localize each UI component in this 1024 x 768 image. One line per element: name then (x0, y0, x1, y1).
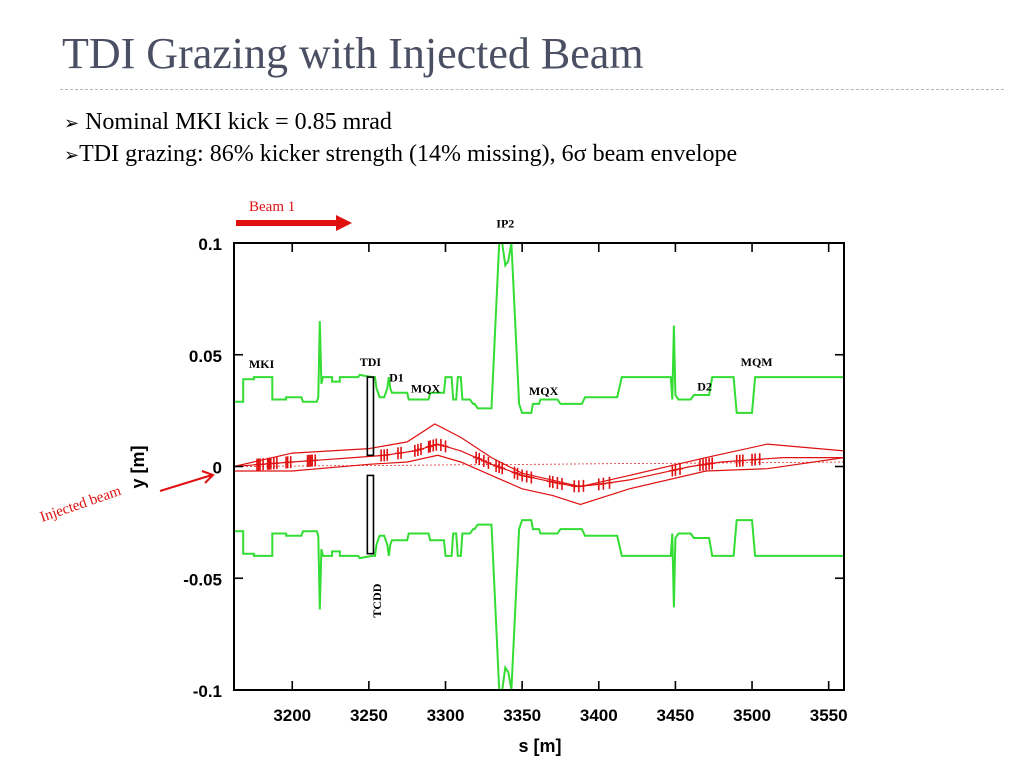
element-label-mqx-3: MQX (411, 382, 441, 396)
element-label-d2-6: D2 (697, 380, 712, 394)
bullet-text: TDI grazing: 86% kicker strength (14% mi… (79, 141, 738, 167)
series-line-envelope-upper (234, 423, 844, 488)
title-divider (60, 89, 1004, 90)
element-label-mqx-5: MQX (529, 384, 559, 398)
series-line-aperture-lower (234, 519, 844, 690)
bullet-item-kick: ➢ Nominal MKI kick = 0.85 mrad (64, 107, 824, 139)
jaw-layer (366, 376, 375, 555)
tick-layer: 3200 3250 3300 3350 3400 3450 3500 3550 0.1 0.05 0… (183, 235, 847, 725)
x-tick-label-6: 3500 (733, 706, 771, 725)
x-tick-label-3: 3350 (503, 706, 541, 725)
x-tick-label-7: 3550 (810, 706, 848, 725)
jaw-tdi (366, 376, 375, 457)
jaw-tcdd (366, 474, 375, 555)
element-label-mqm-7: MQM (741, 355, 773, 369)
slide-title: TDI Grazing with Injected Beam (62, 29, 644, 78)
y-tick-label-1: 0.05 (189, 347, 222, 366)
series-layer (234, 243, 844, 690)
bullet-list: ➢ Nominal MKI kick = 0.85 mrad ➢TDI graz… (64, 107, 824, 171)
y-tick-label-4: -0.1 (193, 682, 222, 701)
x-tick-label-5: 3450 (656, 706, 694, 725)
bullet-item-grazing: ➢TDI grazing: 86% kicker strength (14% m… (64, 139, 824, 171)
y-tick-label-0: 0.1 (198, 235, 222, 254)
element-label-tdi-1: TDI (360, 355, 382, 369)
element-label-d1-2: D1 (389, 371, 404, 385)
beam-direction-arrow-icon (336, 215, 352, 231)
beam-direction-annotation: Beam 1 (236, 199, 352, 231)
label-layer: MKI TDI D1 MQX IP2 MQX D2 MQM TCDD (249, 216, 773, 617)
beam-direction-label: Beam 1 (249, 199, 295, 215)
marker-layer (253, 438, 763, 493)
x-tick-label-4: 3400 (580, 706, 618, 725)
plot-frame (233, 242, 845, 691)
element-label-tcdd-8: TCDD (370, 583, 384, 617)
x-tick-label-2: 3300 (427, 706, 465, 725)
arrow-bullet-icon: ➢ (64, 113, 80, 134)
injected-beam-annotation: Injected beam (38, 470, 215, 526)
series-line-envelope-lower (234, 454, 844, 506)
y-axis-label: y [m] (128, 445, 148, 488)
x-tick-label-0: 3200 (273, 706, 311, 725)
bullet-text: Nominal MKI kick = 0.85 mrad (79, 109, 392, 135)
element-label-mki-0: MKI (249, 357, 275, 371)
series-line-aperture-upper (234, 243, 844, 414)
arrow-bullet-icon: ➢ (64, 145, 80, 166)
x-axis-label: s [m] (518, 736, 561, 756)
element-label-ip2-4: IP2 (496, 216, 514, 230)
y-tick-label-2: 0 (213, 459, 222, 478)
y-tick-label-3: -0.05 (183, 570, 222, 589)
injected-beam-arrow-line (159, 474, 213, 492)
injected-beam-label: Injected beam (38, 483, 123, 526)
x-tick-label-1: 3250 (350, 706, 388, 725)
injected-beam-arrowhead-icon (201, 470, 215, 484)
